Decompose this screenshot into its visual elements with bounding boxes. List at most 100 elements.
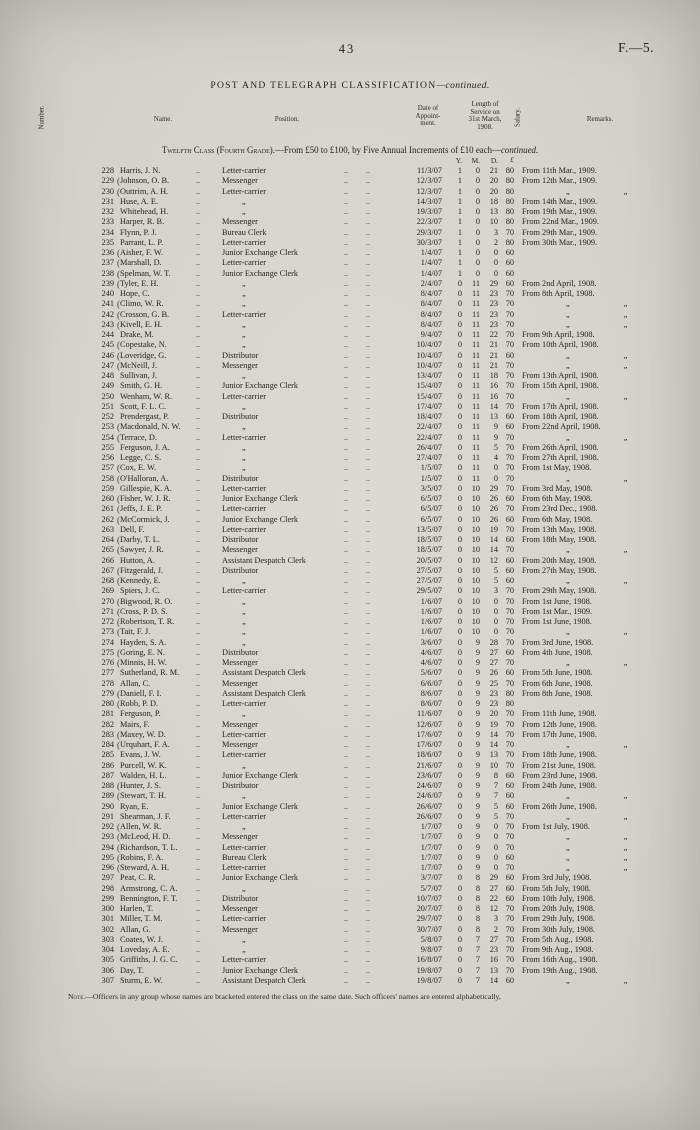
table-row: 281 Ferguson, P. .. „ .. .. 11/6/07 0 9 … — [62, 709, 700, 719]
cell-salary: 70 — [505, 709, 514, 719]
cell-service-years: 0 — [457, 719, 462, 729]
dot-leader: .. — [365, 719, 371, 729]
table-row: 264 ( Darby, T. L. .. Distributor .. .. … — [62, 535, 700, 545]
cell-name: Walden, H. L. — [120, 770, 167, 780]
cell-remarks — [514, 699, 522, 709]
cell-position: „ — [242, 401, 246, 411]
cell-number: 253 — [101, 422, 114, 432]
cell-name: Harper, R. B. — [120, 217, 165, 227]
cell-service-days: 5 — [493, 576, 498, 585]
cell-service-days: 0 — [493, 596, 498, 606]
dot-leader: .. — [365, 760, 371, 770]
dot-leader: .. — [343, 617, 349, 626]
cell-remarks: „ „ — [566, 309, 628, 319]
cell-service-years: 0 — [457, 955, 462, 965]
dot-leader: .. — [343, 924, 349, 934]
dot-leader: .. — [365, 863, 371, 872]
cell-number: 262 — [101, 514, 114, 524]
cell-service-days: 5 — [493, 801, 498, 811]
cell-service-years: 0 — [457, 381, 462, 391]
cell-name: McNeill, J. — [120, 360, 158, 370]
cell-service-months: 10 — [471, 524, 480, 534]
dot-leader: .. — [195, 975, 201, 985]
dot-leader: .. — [343, 391, 349, 401]
cell-position: „ — [242, 883, 246, 893]
dot-leader: .. — [343, 432, 349, 442]
dot-leader: .. — [365, 606, 371, 616]
cell-position: „ — [242, 709, 246, 719]
cell-name: Steward, A. H. — [120, 863, 170, 872]
table-row: 252 Prendergast, P. .. Distributor .. ..… — [62, 412, 700, 422]
cell-remarks: From 13th April, 1908. — [522, 371, 599, 380]
cell-number: 255 — [101, 442, 114, 452]
dot-leader: .. — [195, 811, 201, 821]
cell-name: Jeffs, J. E. P. — [120, 504, 163, 514]
document-reference: F.—5. — [618, 40, 654, 55]
table-row: 276 ( Minnis, H. W. .. Messenger .. .. 4… — [62, 658, 700, 668]
cell-service-years: 0 — [457, 576, 462, 585]
dot-leader: .. — [343, 965, 349, 975]
cell-service-days: 26 — [489, 514, 498, 524]
cell-service-years: 0 — [457, 637, 462, 647]
cell-remarks: „ „ — [566, 811, 628, 821]
cell-salary: 80 — [505, 166, 514, 175]
cell-salary: 70 — [505, 524, 514, 534]
dot-leader: .. — [365, 873, 371, 883]
cell-date-of-appointment: 22/3/07 — [416, 217, 442, 227]
cell-remarks: From 14th Mar., 1909. — [522, 196, 598, 206]
cell-position: Letter-carrier — [222, 483, 267, 493]
cell-number: 234 — [101, 227, 114, 237]
cell-position: „ — [242, 596, 246, 606]
cell-service-months: 10 — [471, 596, 480, 606]
dot-leader: .. — [365, 504, 371, 514]
dot-leader: .. — [195, 504, 201, 514]
column-header-length-of-service: Length of Service on 31st March, 1908. — [468, 101, 502, 131]
cell-position: Junior Exchange Clerk — [222, 268, 299, 278]
dot-leader: .. — [343, 904, 349, 913]
cell-service-months: 10 — [471, 483, 480, 493]
cell-service-days: 10 — [489, 217, 498, 227]
cell-date-of-appointment: 18/4/07 — [416, 412, 442, 421]
cell-salary: 60 — [505, 350, 514, 360]
cell-position: Junior Exchange Clerk — [222, 801, 299, 811]
dot-leader: .. — [343, 586, 349, 596]
cell-service-years: 0 — [457, 401, 462, 411]
table-row: 301 Miller, T. M. .. Letter-carrier .. .… — [62, 914, 700, 924]
cell-date-of-appointment: 19/8/07 — [416, 975, 442, 985]
cell-service-months: 7 — [475, 945, 480, 954]
cell-position: „ — [242, 196, 246, 206]
table-row: 236 ( Aisher, F. W. .. Junior Exchange C… — [62, 248, 700, 258]
column-header-name: Name. — [153, 116, 173, 123]
cell-date-of-appointment: 21/6/07 — [416, 760, 442, 770]
bracket-mark: ( — [117, 360, 120, 371]
cell-date-of-appointment: 20/7/07 — [416, 904, 442, 913]
dot-leader: .. — [195, 647, 201, 657]
dot-leader: .. — [365, 750, 371, 760]
cell-date-of-appointment: 24/6/07 — [416, 781, 442, 790]
table-row: 263 Dell, F. .. Letter-carrier .. .. 13/… — [62, 525, 700, 535]
cell-service-years: 0 — [457, 330, 462, 339]
cell-remarks: From 5th June, 1908. — [522, 668, 593, 678]
cell-remarks: From 18th June, 1908. — [522, 750, 597, 760]
dot-leader: .. — [365, 196, 371, 206]
table-row: 272 ( Robertson, T. R. .. „ .. .. 1/6/07… — [62, 617, 700, 627]
cell-service-months: 8 — [475, 893, 480, 903]
dot-leader: .. — [343, 524, 349, 534]
table-row: 305 Griffiths, J. G. C. .. Letter-carrie… — [62, 955, 700, 965]
cell-number: 246 — [101, 350, 114, 360]
cell-name: Johnson, O. B. — [120, 176, 170, 186]
dot-leader: .. — [365, 883, 371, 893]
cell-service-months: 9 — [475, 719, 480, 729]
cell-name: Marshall, D. — [120, 258, 162, 268]
cell-number: 289 — [101, 791, 114, 801]
dot-leader: .. — [365, 401, 371, 411]
cell-service-months: 8 — [475, 914, 480, 924]
cell-salary: 60 — [505, 278, 514, 288]
cell-service-years: 0 — [457, 668, 462, 678]
dot-leader: .. — [195, 535, 201, 544]
cell-service-days: 2 — [493, 924, 498, 934]
cell-service-months: 9 — [475, 740, 480, 749]
cell-date-of-appointment: 1/6/07 — [420, 617, 442, 626]
cell-number: 307 — [101, 975, 114, 985]
cell-service-months: 0 — [475, 166, 480, 175]
